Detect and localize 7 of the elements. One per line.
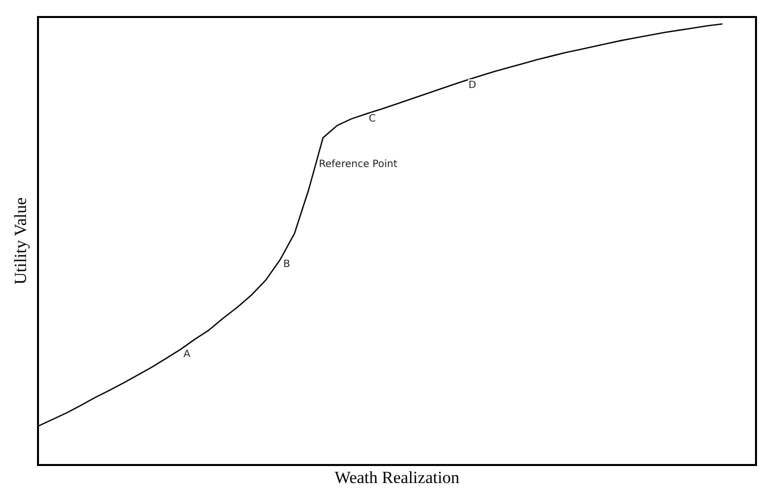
y-axis-title: Utility Value [11,197,30,285]
annotation: D [468,80,476,91]
annotation: C [368,113,376,124]
annotation: B [283,258,290,270]
annotation: A [184,348,190,360]
annotation: Reference Point [318,159,398,170]
x-axis-title: Weath Realization [334,468,460,487]
